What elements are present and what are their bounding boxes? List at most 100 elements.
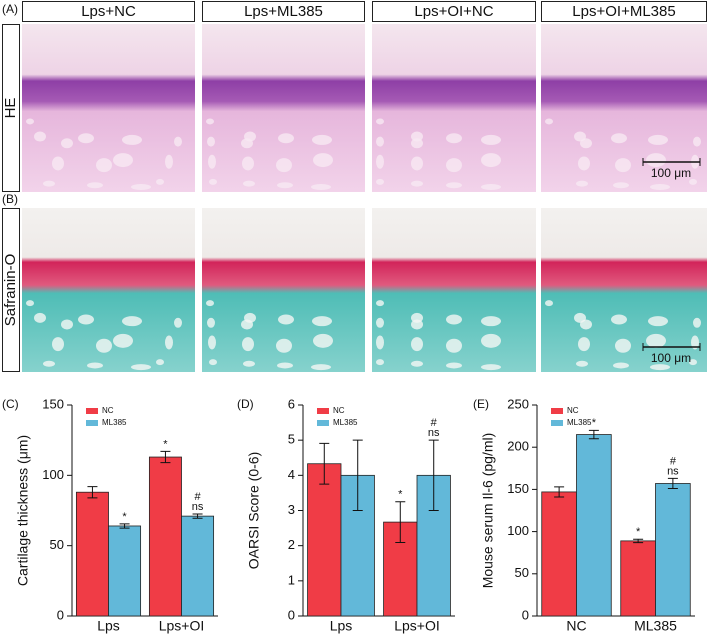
y-tick-label: 0 [288, 607, 295, 622]
tissue-lacuna [277, 182, 293, 189]
tissue-lacuna [276, 338, 292, 353]
y-axis-label: Cartilage thickness (μm) [15, 435, 31, 586]
tissue-lacuna [481, 153, 501, 168]
error-bar [395, 501, 406, 544]
tissue-lacuna [131, 183, 151, 190]
legend-label: ML385 [333, 418, 358, 427]
tissue-lacuna [411, 312, 423, 323]
tissue-lacuna [312, 134, 332, 145]
error-bar [554, 486, 565, 498]
tissue-lacuna [207, 136, 215, 147]
tissue-lacuna [312, 316, 332, 327]
y-tick-label: 2 [288, 537, 295, 552]
stain-label-box [2, 208, 20, 372]
tissue-lacuna [376, 359, 384, 366]
tissue-lacuna [574, 312, 586, 323]
tissue-lacuna [311, 364, 331, 371]
group-header: Lps+NC [81, 3, 136, 20]
y-tick-label: 100 [42, 467, 64, 482]
tissue-lacuna [376, 136, 384, 147]
tissue-lacuna [208, 154, 216, 169]
significance-label: * [122, 511, 127, 523]
significance-label: * [163, 438, 168, 450]
group-header: Lps+OI+NC [414, 3, 493, 20]
tissue-lacuna [96, 158, 112, 173]
group-header: Lps+OI+ML385 [572, 3, 675, 20]
significance-label: ns [667, 465, 679, 477]
significance-label: ns [192, 501, 204, 513]
significance-label: # [431, 417, 438, 429]
legend-swatch [551, 408, 563, 414]
error-bar [352, 439, 363, 511]
tissue-lacuna [278, 314, 294, 325]
tissue-lacuna [481, 134, 501, 145]
error-bar [428, 439, 439, 511]
tissue-lacuna [207, 317, 215, 328]
tissue-lacuna [411, 131, 423, 142]
tissue-lacuna [446, 182, 462, 189]
y-tick-label: 150 [507, 481, 529, 496]
group-header-box [541, 1, 707, 22]
stain-label-box [2, 24, 20, 192]
significance-label: ns [428, 427, 440, 439]
tissue-lacuna [208, 335, 216, 350]
tissue-lacuna [242, 337, 254, 352]
tissue-lacuna [411, 360, 423, 367]
panel-label: (A) [2, 2, 18, 16]
legend-label: NC [333, 406, 345, 415]
tissue-lacuna [278, 133, 294, 144]
legend-label: ML385 [102, 418, 127, 427]
tissue-lacuna [276, 158, 292, 173]
error-bar [588, 429, 599, 440]
bar [307, 463, 342, 617]
tissue-lacuna [43, 360, 55, 367]
tissue-lacuna [26, 118, 34, 125]
tissue-lacuna [209, 359, 217, 366]
tissue-lacuna [613, 182, 629, 189]
tissue-lacuna [650, 364, 670, 371]
significance-label: # [194, 491, 201, 503]
tissue-lacuna [689, 178, 697, 185]
tissue-lacuna [578, 156, 590, 171]
y-tick-label: 100 [507, 523, 529, 538]
tissue-lacuna [96, 338, 112, 353]
error-bar [160, 450, 171, 464]
tissue-lacuna [691, 335, 699, 350]
tissue-lacuna [174, 317, 182, 328]
tissue-lacuna [43, 180, 55, 187]
tissue-lacuna [693, 317, 701, 328]
y-tick-label: 50 [515, 565, 529, 580]
tissue-lacuna [313, 153, 333, 168]
y-tick-label: 0 [522, 607, 529, 622]
error-bar [119, 523, 130, 529]
tissue-lacuna [52, 337, 64, 352]
x-tick-label: ML385 [634, 618, 677, 634]
tissue-lacuna [574, 131, 586, 142]
tissue-lacuna [611, 133, 627, 144]
tissue-lacuna [156, 178, 164, 185]
group-header-box [22, 1, 195, 22]
y-tick-label: 0 [57, 607, 64, 622]
tissue-lacuna [446, 314, 462, 325]
tissue-lacuna [481, 364, 501, 371]
tissue-lacuna [87, 182, 103, 189]
legend-label: NC [567, 406, 579, 415]
x-tick-label: Lps+OI [394, 618, 440, 634]
tissue-lacuna [411, 337, 423, 352]
tissue-lacuna [689, 359, 697, 366]
y-tick-label: 50 [50, 537, 64, 552]
x-tick-label: Lps [330, 618, 353, 634]
scale-bar-label: 100 μm [651, 351, 691, 365]
error-bar [87, 486, 98, 499]
y-axis-label: OARSI Score (0-6) [246, 452, 262, 569]
tissue-lacuna [578, 337, 590, 352]
x-tick-label: NC [566, 618, 586, 634]
tissue-lacuna [376, 178, 384, 185]
tissue-lacuna [78, 314, 94, 325]
tissue-lacuna [615, 338, 631, 353]
significance-label: * [398, 489, 403, 501]
tissue-lacuna [650, 183, 670, 190]
bar [655, 483, 691, 617]
tissue-lacuna [376, 335, 384, 350]
